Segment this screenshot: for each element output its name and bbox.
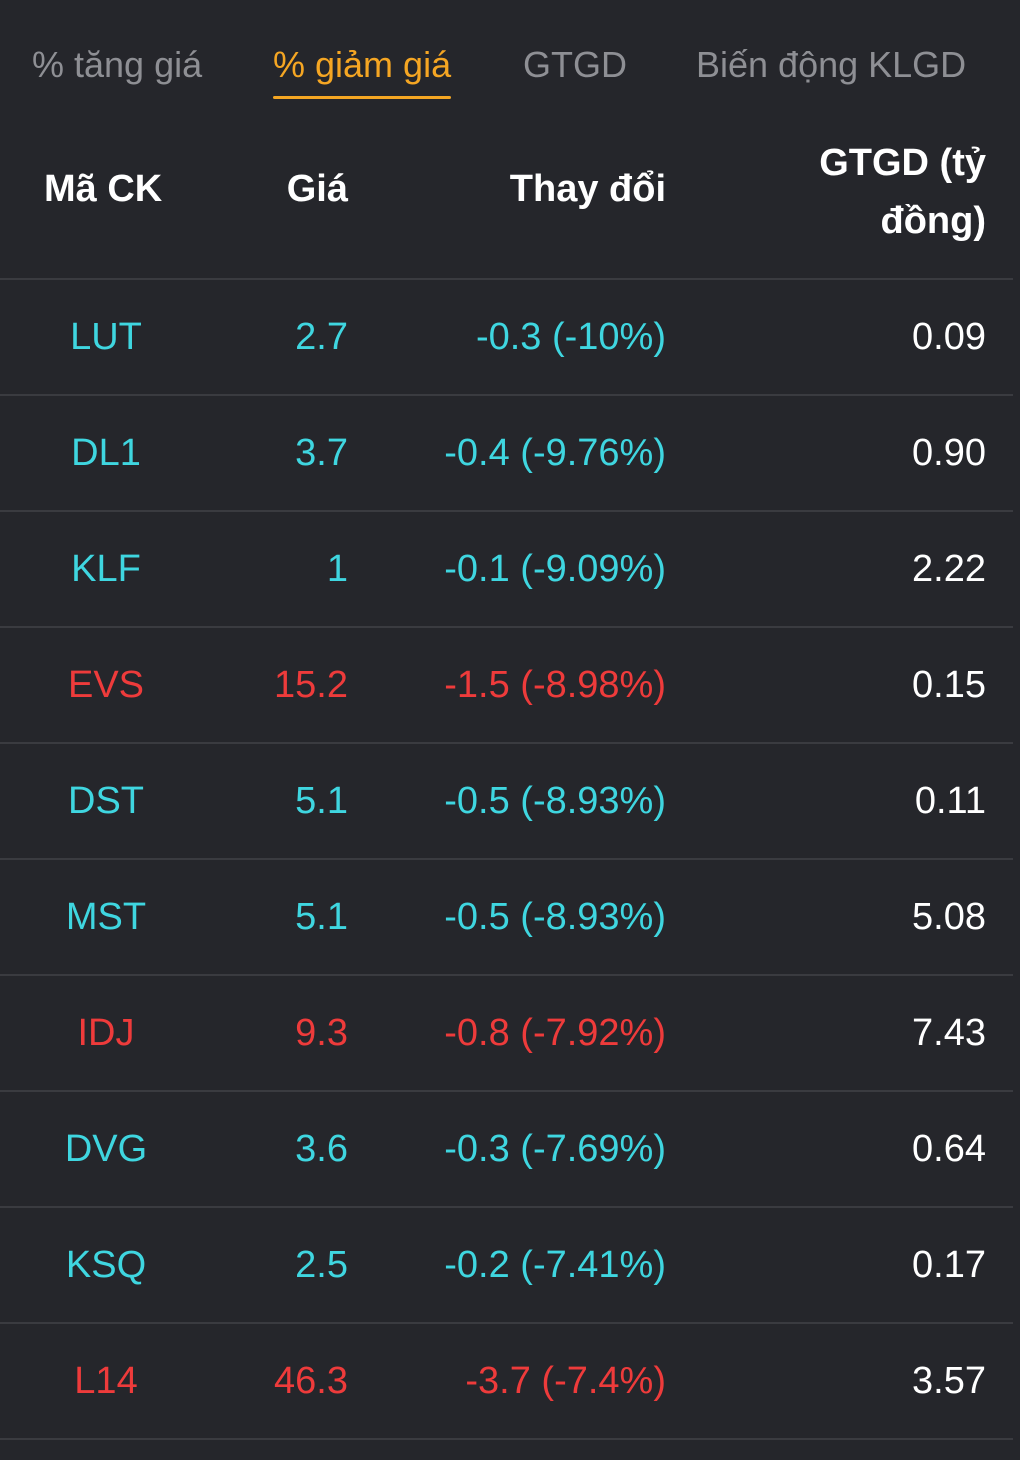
value-cell: 0.15 [912, 664, 986, 706]
table-row[interactable]: IDJ 9.3 -0.8 (-7.92%) 7.43 [0, 976, 1013, 1092]
price-cell: 3.7 [295, 432, 348, 474]
change-cell: -0.5 (-8.93%) [444, 780, 666, 822]
price-cell: 3.6 [295, 1128, 348, 1170]
header-change[interactable]: Thay đổi [509, 168, 666, 210]
change-cell: -0.2 (-7.41%) [444, 1244, 666, 1286]
price-cell: 5.1 [295, 780, 348, 822]
table-row[interactable]: DST 5.1 -0.5 (-8.93%) 0.11 [0, 744, 1013, 860]
change-cell: -1.5 (-8.98%) [444, 664, 666, 706]
table-row[interactable]: EVS 15.2 -1.5 (-8.98%) 0.15 [0, 628, 1013, 744]
price-cell: 15.2 [274, 664, 348, 706]
change-cell: -0.3 (-10%) [475, 316, 666, 358]
change-cell: -0.5 (-8.93%) [444, 896, 666, 938]
change-cell: -3.7 (-7.4%) [465, 1360, 666, 1402]
change-cell: -0.3 (-7.69%) [444, 1128, 666, 1170]
price-cell: 46.3 [274, 1360, 348, 1402]
change-cell: -0.4 (-9.76%) [444, 432, 666, 474]
value-cell: 0.17 [912, 1244, 986, 1286]
table-row[interactable]: MST 5.1 -0.5 (-8.93%) 5.08 [0, 860, 1013, 976]
symbol-cell: EVS [67, 664, 145, 706]
price-cell: 2.5 [295, 1244, 348, 1286]
price-cell: 1 [326, 548, 348, 590]
header-value[interactable]: GTGD (tỷ đồng) [700, 134, 986, 250]
price-cell: 5.1 [295, 896, 348, 938]
tab-volume-change[interactable]: Biến động KLGD [696, 44, 967, 85]
tab-bar: % tăng giá % giảm giá GTGD Biến động KLG… [0, 0, 1020, 120]
symbol-cell: L14 [74, 1360, 138, 1402]
header-value-line2: đồng) [880, 200, 986, 242]
symbol-cell: DL1 [71, 432, 141, 474]
value-cell: 0.09 [912, 316, 986, 358]
header-price[interactable]: Giá [286, 168, 348, 210]
symbol-cell: LUT [70, 316, 142, 358]
value-cell: 2.22 [912, 548, 986, 590]
price-cell: 9.3 [295, 1012, 348, 1054]
symbol-cell: DST [68, 780, 144, 822]
value-cell: 7.43 [912, 1012, 986, 1054]
symbol-cell: KSQ [65, 1244, 147, 1286]
symbol-cell: IDJ [77, 1012, 135, 1054]
tab-top-losers[interactable]: % giảm giá [273, 44, 452, 99]
tab-top-gainers[interactable]: % tăng giá [32, 44, 203, 85]
value-cell: 0.90 [912, 432, 986, 474]
symbol-cell: KLF [71, 548, 141, 590]
table-row[interactable]: DVG 3.6 -0.3 (-7.69%) 0.64 [0, 1092, 1013, 1208]
value-cell: 0.64 [912, 1128, 986, 1170]
value-cell: 3.57 [912, 1360, 986, 1402]
symbol-cell: MST [65, 896, 147, 938]
stock-table-body: LUT 2.7 -0.3 (-10%) 0.09 DL1 3.7 -0.4 (-9.76%)… [0, 280, 1013, 1440]
tab-trading-value[interactable]: GTGD [523, 44, 627, 85]
table-row[interactable]: KLF 1 -0.1 (-9.09%) 2.22 [0, 512, 1013, 628]
table-row[interactable]: KSQ 2.5 -0.2 (-7.41%) 0.17 [0, 1208, 1013, 1324]
table-row[interactable]: LUT 2.7 -0.3 (-10%) 0.09 [0, 280, 1013, 396]
change-cell: -0.8 (-7.92%) [444, 1012, 666, 1054]
change-cell: -0.1 (-9.09%) [444, 548, 666, 590]
header-value-line1: GTGD (tỷ [819, 142, 986, 184]
table-row[interactable]: L14 46.3 -3.7 (-7.4%) 3.57 [0, 1324, 1013, 1440]
value-cell: 5.08 [912, 896, 986, 938]
table-header: Mã CK Giá Thay đổi GTGD (tỷ đồng) [0, 120, 1013, 280]
symbol-cell: DVG [64, 1128, 148, 1170]
header-symbol[interactable]: Mã CK [44, 168, 163, 210]
table-row[interactable]: DL1 3.7 -0.4 (-9.76%) 0.90 [0, 396, 1013, 512]
value-cell: 0.11 [914, 780, 986, 822]
price-cell: 2.7 [295, 316, 348, 358]
